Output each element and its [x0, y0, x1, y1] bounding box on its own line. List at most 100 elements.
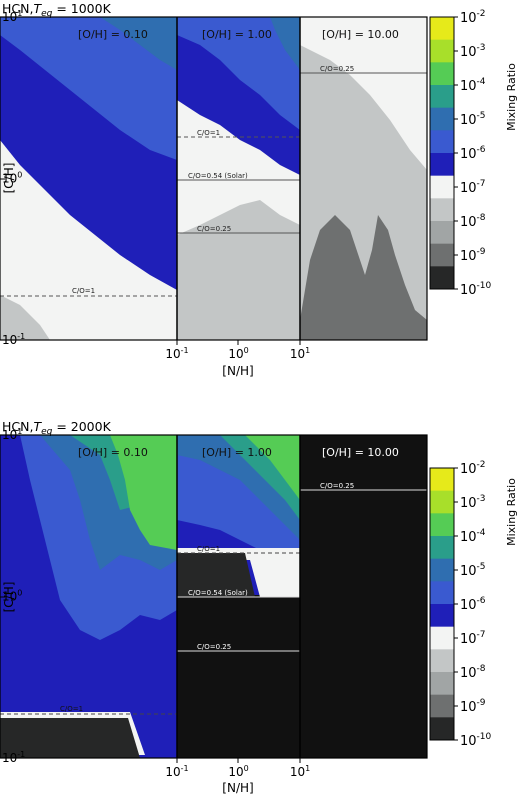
top-panel2-co-025-label: C/O=0.25 — [197, 225, 231, 233]
top-colorbar-tick-label: 10-3 — [460, 43, 486, 60]
bottom-colorbar-tick-label: 10-2 — [460, 460, 486, 477]
bottom-colorbar-swatch — [430, 490, 454, 514]
bottom-colorbar-swatch — [430, 604, 454, 628]
top-colorbar-swatch — [430, 62, 454, 86]
bottom-panel1-co-1-label: C/O=1 — [60, 705, 83, 713]
top-colorbar-swatch — [430, 243, 454, 267]
top-x-tick-label: 100 — [228, 346, 248, 361]
top-panel2-co-1-label: C/O=1 — [197, 129, 220, 137]
bottom-colorbar-swatch — [430, 694, 454, 718]
top-colorbar-swatch — [430, 153, 454, 177]
top-y-tick-labels: 101 100 10-1 — [2, 9, 25, 347]
top-colorbar-tick-label: 10-2 — [460, 9, 486, 26]
bottom-co-labels: C/O=1 C/O=1 C/O=0.54 (Solar) C/O=0.25 C/… — [60, 482, 354, 713]
top-colorbar-tick-label: 10-10 — [460, 281, 492, 298]
bottom-panel2-co-solar-label: C/O=0.54 (Solar) — [188, 589, 248, 597]
bottom-panel3-label: [O/H] = 10.00 — [322, 446, 399, 459]
bottom-panel2-co-025-label: C/O=0.25 — [197, 643, 231, 651]
top-colorbar-swatch — [430, 221, 454, 245]
bottom-x-tick-label: 101 — [290, 764, 310, 779]
top-y-tick-label: 10-1 — [2, 332, 25, 347]
top-colorbar-tick-label: 10-6 — [460, 145, 486, 162]
bottom-colorbar-tick-label: 10-7 — [460, 630, 486, 647]
top-co-lines — [0, 72, 427, 297]
top-panel-oh-1.00-contours — [177, 17, 300, 340]
bottom-colorbar-label: Mixing Ratio — [505, 478, 518, 546]
bottom-axes-frame — [0, 434, 428, 759]
bottom-y-tick-label: 10-1 — [2, 750, 25, 765]
bottom-y-tick-label: 101 — [2, 427, 22, 442]
top-panel-oh-10.00-contours — [300, 17, 427, 340]
top-chart: C/O=1 C/O=1 C/O=0.54 (Solar) C/O=0.25 C/… — [0, 1, 428, 378]
bottom-panel-oh-10.00-contours — [300, 435, 427, 758]
bottom-colorbar-tick-label: 10-10 — [460, 732, 492, 749]
bottom-colorbar-swatch — [430, 536, 454, 560]
bottom-colorbar-swatch — [430, 513, 454, 537]
top-axes-frame — [0, 16, 428, 341]
top-panel1-co-1-label: C/O=1 — [72, 287, 95, 295]
top-y-tick-label: 100 — [2, 171, 22, 186]
top-colorbar-swatch — [430, 39, 454, 63]
top-colorbar-swatch — [430, 107, 454, 131]
bottom-colorbar-swatch — [430, 672, 454, 696]
top-x-tick-label: 101 — [290, 346, 310, 361]
top-panel1-label: [O/H] = 0.10 — [78, 28, 148, 41]
top-colorbar-swatch — [430, 198, 454, 222]
bottom-colorbar-tick-label: 10-4 — [460, 528, 486, 545]
bottom-x-tick-label: 10-1 — [165, 764, 188, 779]
top-panel-oh-0.10-contours — [0, 17, 177, 340]
bottom-y-axis-label: [C/H] — [2, 582, 16, 613]
bottom-co-lines — [0, 489, 427, 715]
top-colorbar-tick-label: 10-7 — [460, 179, 486, 196]
bottom-colorbar-tick-label: 10-3 — [460, 494, 486, 511]
bottom-colorbar-swatch — [430, 468, 454, 492]
top-x-tick-labels: 10-1 100 101 — [165, 346, 310, 361]
bottom-x-tick-label: 100 — [228, 764, 248, 779]
top-colorbar-swatch — [430, 130, 454, 154]
top-colorbar: 10-2 10-3 10-4 10-5 10-6 10-7 10-8 10-9 10-10 — [429, 9, 492, 298]
top-colorbar-tick-label: 10-9 — [460, 247, 486, 264]
top-x-ticks — [176, 340, 301, 345]
top-colorbar-label: Mixing Ratio — [505, 63, 518, 131]
top-colorbar-swatch — [430, 85, 454, 109]
top-panel2-co-solar-label: C/O=0.54 (Solar) — [188, 172, 248, 180]
bottom-chart: C/O=1 C/O=1 C/O=0.54 (Solar) C/O=0.25 C/… — [0, 419, 428, 795]
bottom-panel2-label: [O/H] = 1.00 — [202, 446, 272, 459]
top-colorbar-tick-label: 10-8 — [460, 213, 486, 230]
bottom-panel2-co-1-label: C/O=1 — [197, 545, 220, 553]
bottom-colorbar-swatch — [430, 626, 454, 650]
top-panel2-label: [O/H] = 1.00 — [202, 28, 272, 41]
top-x-axis-label: [N/H] — [222, 364, 253, 378]
top-colorbar-swatch — [430, 17, 454, 41]
bottom-colorbar-swatch — [430, 581, 454, 605]
bottom-y-ticks — [0, 434, 5, 759]
top-colorbar-swatch — [430, 175, 454, 199]
bottom-colorbar-tick-label: 10-6 — [460, 596, 486, 613]
top-panel3-label: [O/H] = 10.00 — [322, 28, 399, 41]
bottom-y-tick-label: 100 — [2, 589, 22, 604]
top-y-axis-label: [C/H] — [2, 163, 16, 194]
top-co-labels: C/O=1 C/O=1 C/O=0.54 (Solar) C/O=0.25 C/… — [72, 65, 354, 295]
bottom-x-ticks — [176, 758, 301, 763]
bottom-colorbar-swatch — [430, 649, 454, 673]
bottom-x-axis-label: [N/H] — [222, 781, 253, 795]
top-colorbar-tick-label: 10-5 — [460, 111, 486, 128]
top-y-tick-label: 101 — [2, 9, 22, 24]
bottom-colorbar-tick-label: 10-5 — [460, 562, 486, 579]
bottom-panel1-label: [O/H] = 0.10 — [78, 446, 148, 459]
bottom-colorbar: 10-2 10-3 10-4 10-5 10-6 10-7 10-8 10-9 10-10 — [429, 460, 492, 749]
bottom-colorbar-swatch — [430, 558, 454, 582]
bottom-y-tick-labels: 101 100 10-1 — [2, 427, 25, 765]
top-y-ticks — [0, 16, 5, 341]
bottom-colorbar-tick-label: 10-8 — [460, 664, 486, 681]
top-colorbar-swatch — [430, 266, 454, 290]
bottom-chart-title: HCN,Teq = 2000K — [2, 419, 112, 437]
bottom-panel-oh-0.10-contours — [0, 435, 177, 758]
bottom-x-tick-labels: 10-1 100 101 — [165, 764, 310, 779]
top-chart-title: HCN,Teq = 1000K — [2, 1, 112, 19]
top-x-tick-label: 10-1 — [165, 346, 188, 361]
top-panel3-co-025-label: C/O=0.25 — [320, 65, 354, 73]
bottom-colorbar-tick-label: 10-9 — [460, 698, 486, 715]
top-colorbar-tick-label: 10-4 — [460, 77, 486, 94]
